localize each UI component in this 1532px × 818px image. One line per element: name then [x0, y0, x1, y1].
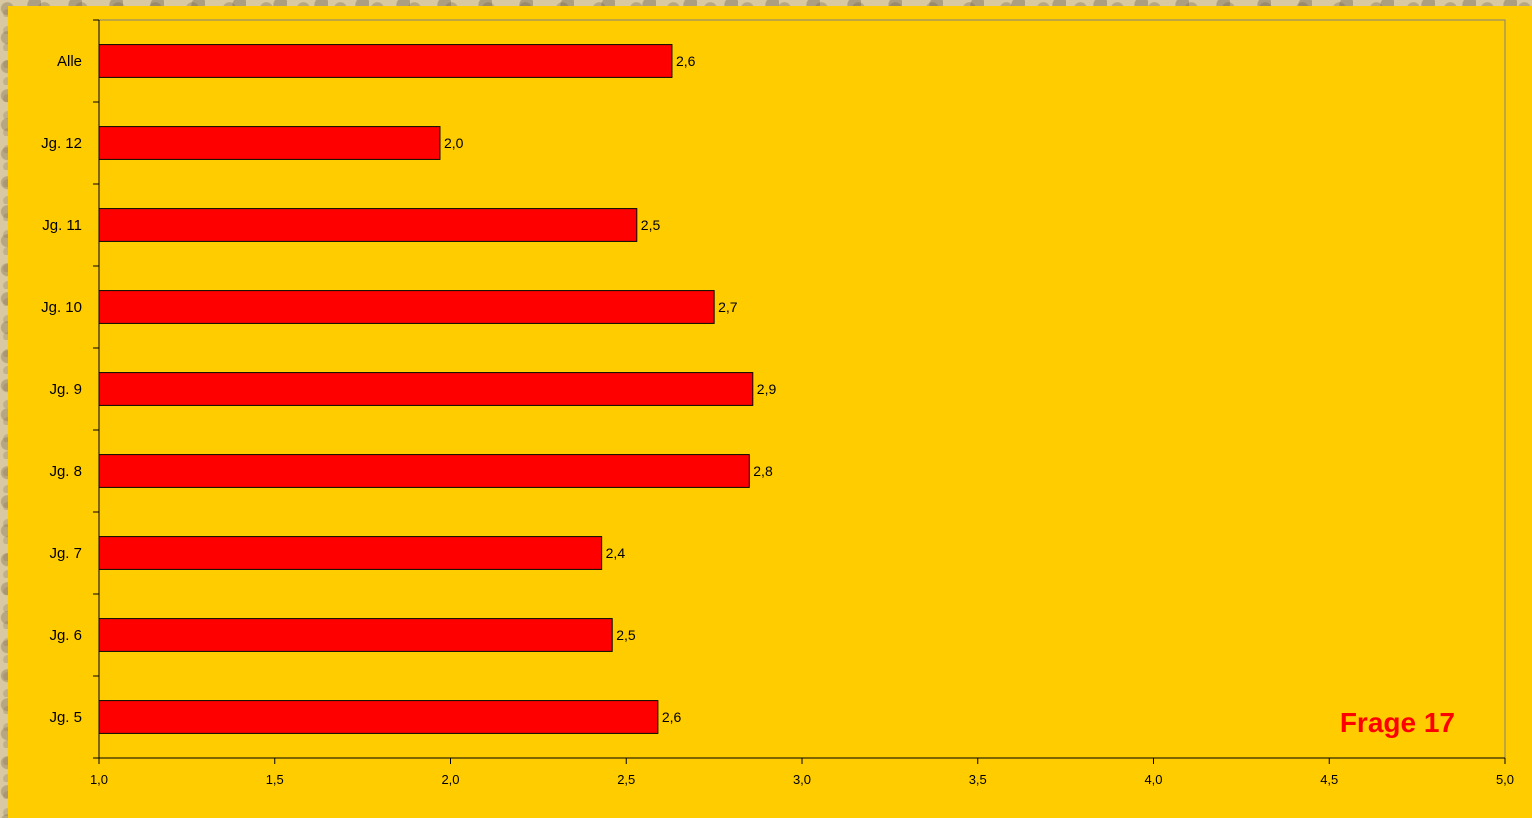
frage-annotation: Frage 17: [1340, 707, 1455, 738]
labels-layer: 2,6 2,0 2,5 2,7 2,9 2,8 2,4 2,5 2,6: [444, 53, 777, 725]
y-tick-label: Jg. 9: [49, 381, 82, 398]
data-label: 2,0: [444, 135, 464, 151]
bar-jg-11: [98, 208, 638, 242]
y-tick-label: Jg. 7: [49, 545, 82, 562]
bar-jg-10: [98, 290, 715, 324]
bar-jg-9: [98, 372, 754, 406]
y-tick-label: Jg. 10: [41, 299, 82, 316]
data-label: 2,6: [676, 53, 696, 69]
bars-layer: [98, 44, 754, 734]
y-tick-label: Jg. 6: [49, 627, 82, 644]
data-label: 2,7: [718, 299, 738, 315]
chart-area: 2,6 2,0 2,5 2,7 2,9 2,8 2,4 2,5 2,6 1,0 1,5 2,0 2,5…: [8, 6, 1532, 818]
bar-chart: 2,6 2,0 2,5 2,7 2,9 2,8 2,4 2,5 2,6 1,0 1,5 2,0 2,5…: [41, 19, 1514, 787]
y-tick-label: Jg. 11: [42, 217, 82, 234]
bar-alle: [98, 44, 673, 78]
x-tick-label: 1,0: [90, 772, 108, 787]
bar-jg-8: [98, 454, 750, 488]
data-label: 2,5: [616, 627, 636, 643]
x-tick-label: 5,0: [1496, 772, 1514, 787]
x-tick-label: 4,0: [1144, 772, 1162, 787]
data-label: 2,8: [753, 463, 773, 479]
x-tick-label: 2,5: [617, 772, 635, 787]
x-tick-label: 1,5: [266, 772, 284, 787]
x-tick-label: 3,0: [793, 772, 811, 787]
x-tick-label: 2,0: [441, 772, 459, 787]
y-tick-label: Alle: [57, 53, 82, 70]
y-tick-label: Jg. 12: [41, 135, 82, 152]
data-label: 2,5: [641, 217, 661, 233]
x-tick-label: 3,5: [969, 772, 987, 787]
y-tick-label: Jg. 8: [49, 463, 82, 480]
bar-jg-5: [98, 700, 659, 734]
bar-jg-12: [98, 126, 441, 160]
data-label: 2,4: [606, 545, 626, 561]
x-ticks-layer: 1,0 1,5 2,0 2,5 3,0 3,5 4,0 4,5 5,0: [90, 758, 1514, 787]
y-ticks-layer: Alle Jg. 12 Jg. 11 Jg. 10 Jg. 9 Jg. 8 Jg. 7 Jg.…: [41, 19, 99, 759]
bar-jg-7: [98, 536, 603, 570]
y-tick-label: Jg. 5: [49, 709, 82, 726]
data-label: 2,6: [662, 709, 682, 725]
data-label: 2,9: [757, 381, 777, 397]
x-tick-label: 4,5: [1320, 772, 1338, 787]
bar-jg-6: [98, 618, 613, 652]
